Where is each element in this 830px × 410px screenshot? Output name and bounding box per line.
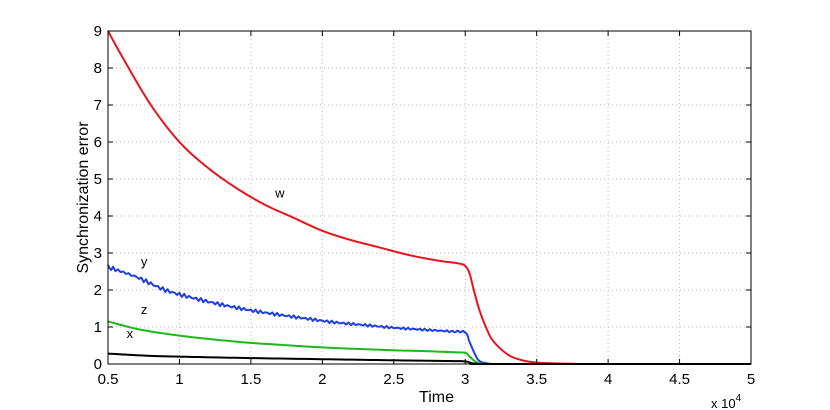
x-tick-label: 3.5: [526, 371, 547, 388]
x-axis-multiplier-base: x 10: [711, 396, 736, 410]
series-line-w: [107, 30, 751, 365]
axis-ticks: 0.5 1 1.5 2 2.5 3 3.5 4 4.5 5 0 1 2 3 4 5 6 7 8 9: [94, 23, 756, 388]
series-line-y: [107, 264, 751, 365]
x-tick-label: 4: [604, 371, 612, 388]
y-tick-label: 2: [94, 282, 102, 299]
series-label-w: w: [274, 186, 285, 201]
y-tick-label: 3: [94, 245, 102, 262]
series-label-z: z: [141, 302, 148, 317]
plot-frame: [107, 30, 752, 365]
series-line-x: [107, 352, 751, 365]
x-tick-label: 1: [175, 371, 183, 388]
y-tick-label: 9: [94, 23, 102, 40]
y-tick-label: 5: [94, 171, 102, 188]
series-annotations: w y zx: [127, 186, 286, 342]
x-tick-label: 3: [461, 371, 469, 388]
series-label-y: y: [141, 254, 148, 269]
grid: [108, 31, 751, 364]
x-tick-label: 1.5: [240, 371, 261, 388]
y-tick-label: 7: [94, 97, 102, 114]
x-tick-label: 5: [747, 371, 755, 388]
y-axis-label: Synchronization error: [75, 121, 92, 274]
series-label-x: x: [127, 326, 134, 341]
series-lines: [107, 30, 751, 365]
y-tick-label: 1: [94, 319, 102, 336]
x-tick-label: 2: [318, 371, 326, 388]
y-tick-label: 8: [94, 60, 102, 77]
x-axis-label: Time: [419, 389, 454, 406]
y-tick-label: 6: [94, 134, 102, 151]
x-axis-multiplier: x 104: [711, 393, 742, 410]
y-tick-label: 0: [94, 356, 102, 373]
y-tick-label: 4: [94, 208, 102, 225]
x-tick-label: 0.5: [98, 371, 119, 388]
x-tick-label: 4.5: [669, 371, 690, 388]
x-axis-multiplier-exponent: 4: [736, 393, 742, 404]
x-tick-label: 2.5: [383, 371, 404, 388]
